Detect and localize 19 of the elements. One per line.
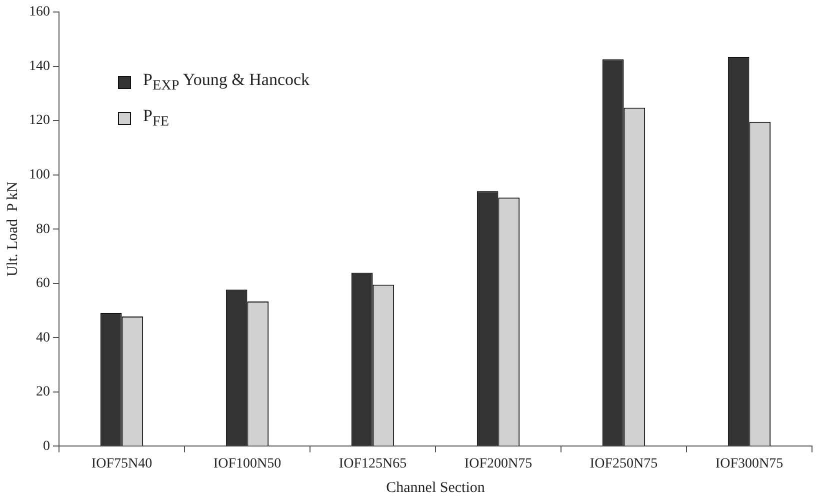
x-tick-label: IOF300N75 bbox=[715, 456, 784, 472]
y-axis-title: Ult. Load P kN bbox=[4, 182, 21, 277]
x-tick-label: IOF100N50 bbox=[213, 456, 282, 472]
y-tick-label: 40 bbox=[36, 330, 50, 346]
x-tick-label: IOF75N40 bbox=[91, 456, 152, 472]
y-tick-label: 60 bbox=[36, 276, 50, 292]
y-tick-label: 80 bbox=[36, 222, 50, 237]
y-tick-label: 160 bbox=[29, 4, 50, 20]
x-tick-label: IOF125N65 bbox=[338, 456, 407, 472]
legend-label: P$_{FE}$ bbox=[143, 106, 169, 131]
y-tick-label: 0 bbox=[43, 438, 50, 454]
x-tick-label: IOF250N75 bbox=[590, 456, 658, 472]
y-tick-label: 140 bbox=[29, 58, 50, 74]
y-tick-label: 100 bbox=[29, 167, 50, 182]
x-axis-title: Channel Section bbox=[386, 480, 486, 496]
x-tick-label: IOF200N75 bbox=[464, 456, 532, 472]
legend-label: P$_{EXP}$ Young & Hancock bbox=[143, 70, 310, 94]
y-tick-label: 20 bbox=[36, 384, 50, 400]
y-tick-label: 120 bbox=[29, 113, 50, 128]
